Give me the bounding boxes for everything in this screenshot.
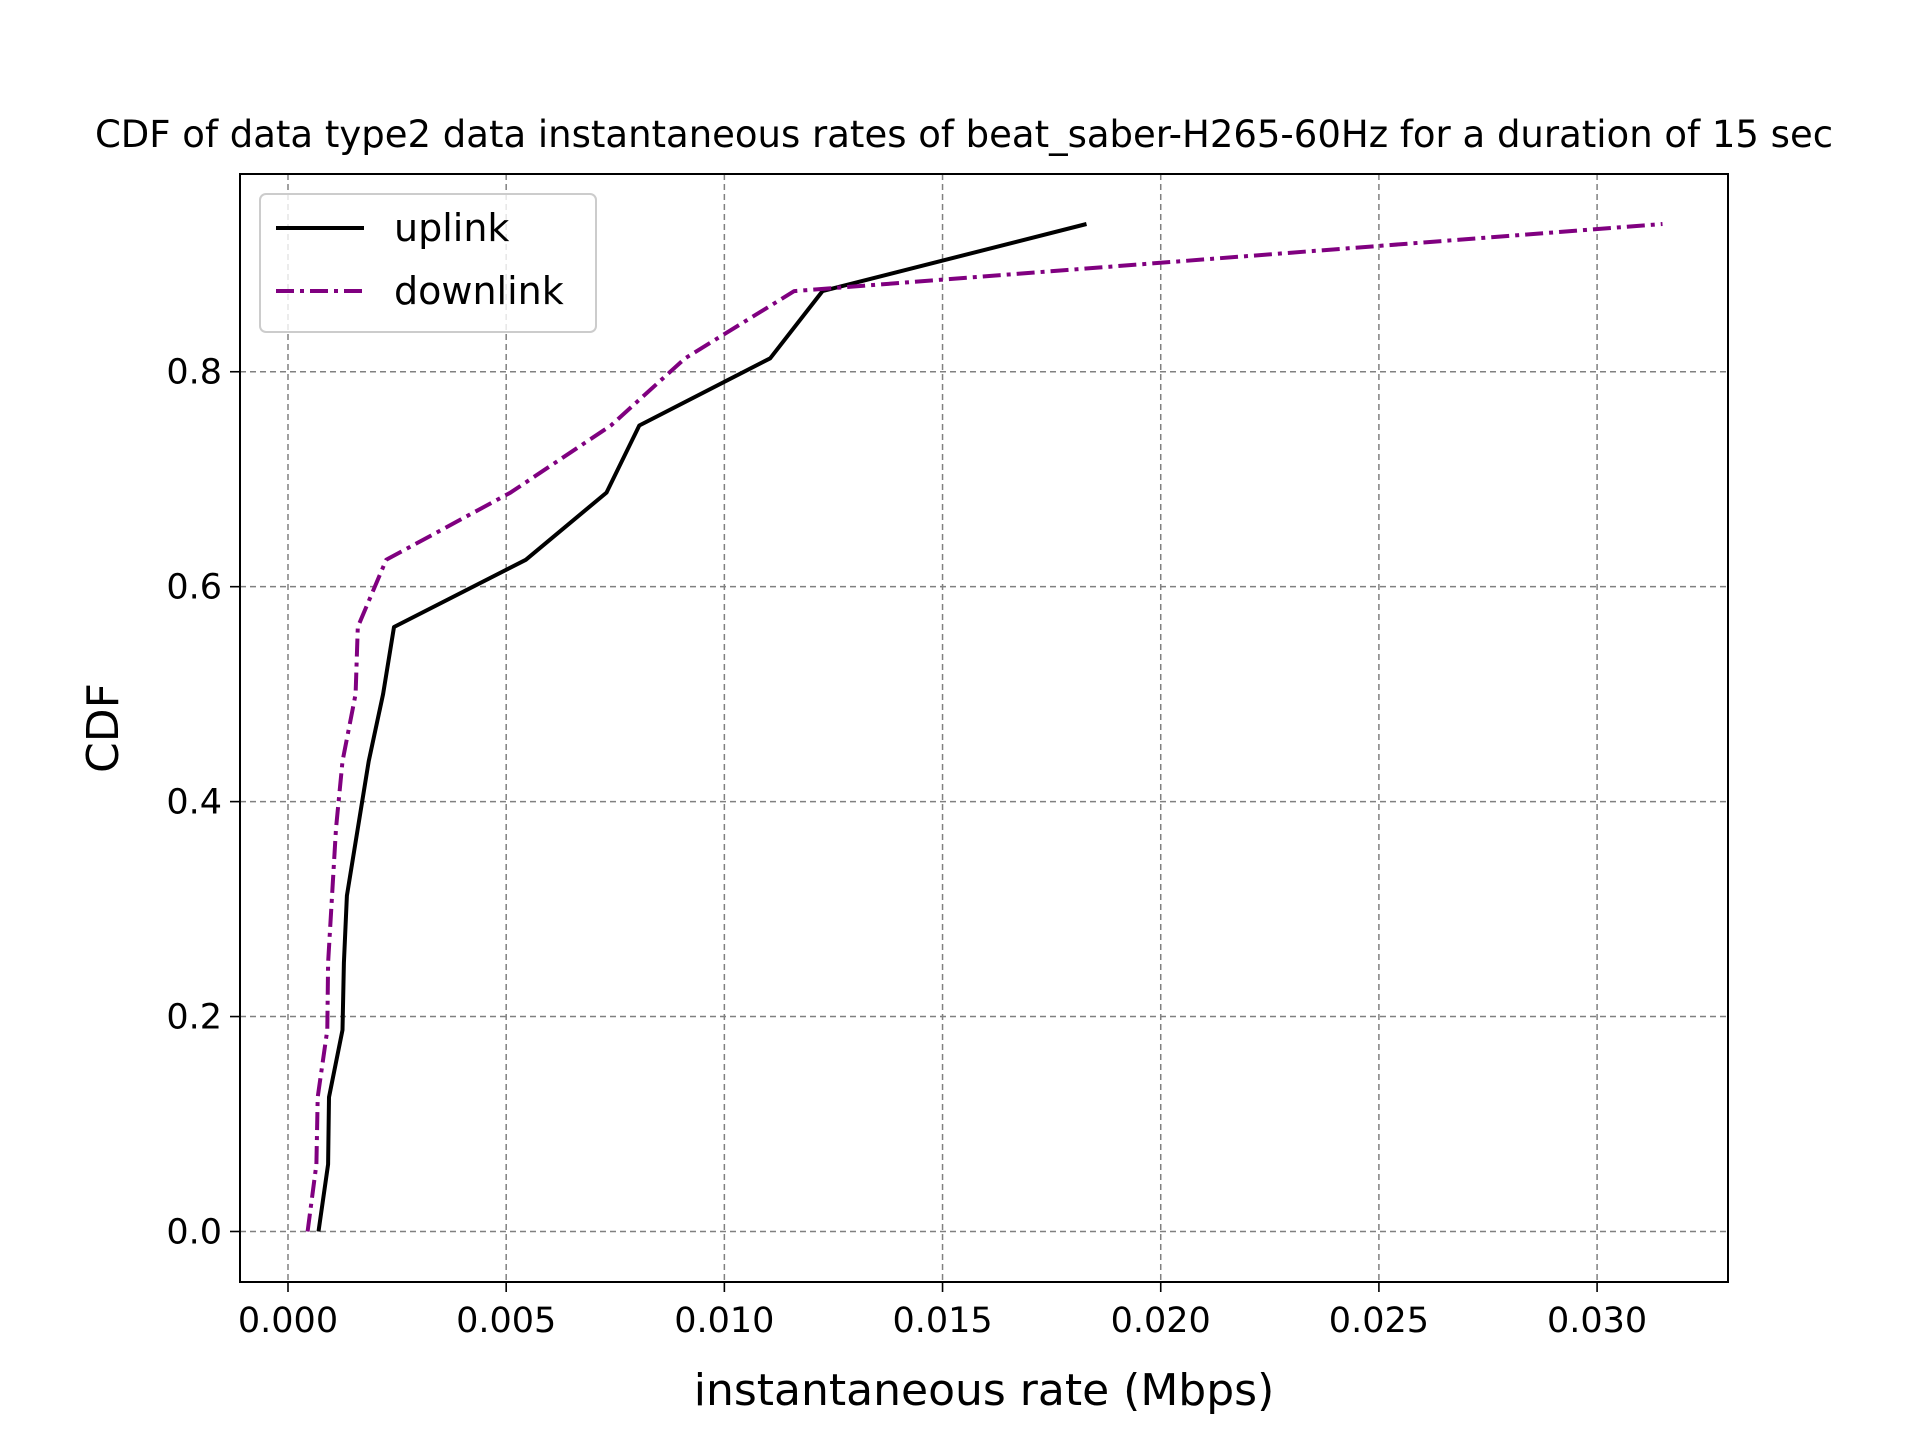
series-lines — [305, 222, 1663, 1232]
y-tick-label: 0.0 — [166, 1212, 222, 1252]
y-tick-label: 0.8 — [166, 353, 222, 393]
axis-ticks: 0.000 0.005 0.010 0.015 0.020 0.025 0.030 0.0 0.… — [166, 353, 1647, 1341]
y-tick-label: 0.4 — [166, 783, 222, 823]
chart-title: CDF of data type2 data instantaneous rat… — [95, 113, 1833, 156]
x-tick-label: 0.005 — [456, 1301, 556, 1341]
legend: uplink downlink — [259, 193, 597, 333]
plot-area-frame — [239, 173, 1729, 1283]
legend-downlink-label: downlink — [394, 269, 564, 313]
x-tick-label: 0.025 — [1329, 1301, 1429, 1341]
x-tick-label: 0.020 — [1111, 1301, 1211, 1341]
x-axis-label: instantaneous rate (Mbps) — [694, 1365, 1274, 1416]
x-tick-label: 0.030 — [1547, 1301, 1647, 1341]
y-tick-label: 0.2 — [166, 998, 222, 1038]
legend-uplink-label: uplink — [394, 206, 509, 250]
y-tick-label: 0.6 — [166, 568, 222, 608]
grid-lines — [240, 174, 1728, 1282]
y-axis-label: CDF — [78, 683, 129, 773]
series-line-uplink — [316, 222, 1087, 1232]
x-tick-label: 0.015 — [892, 1301, 992, 1341]
x-tick-label: 0.000 — [238, 1301, 338, 1341]
x-tick-label: 0.010 — [674, 1301, 774, 1341]
